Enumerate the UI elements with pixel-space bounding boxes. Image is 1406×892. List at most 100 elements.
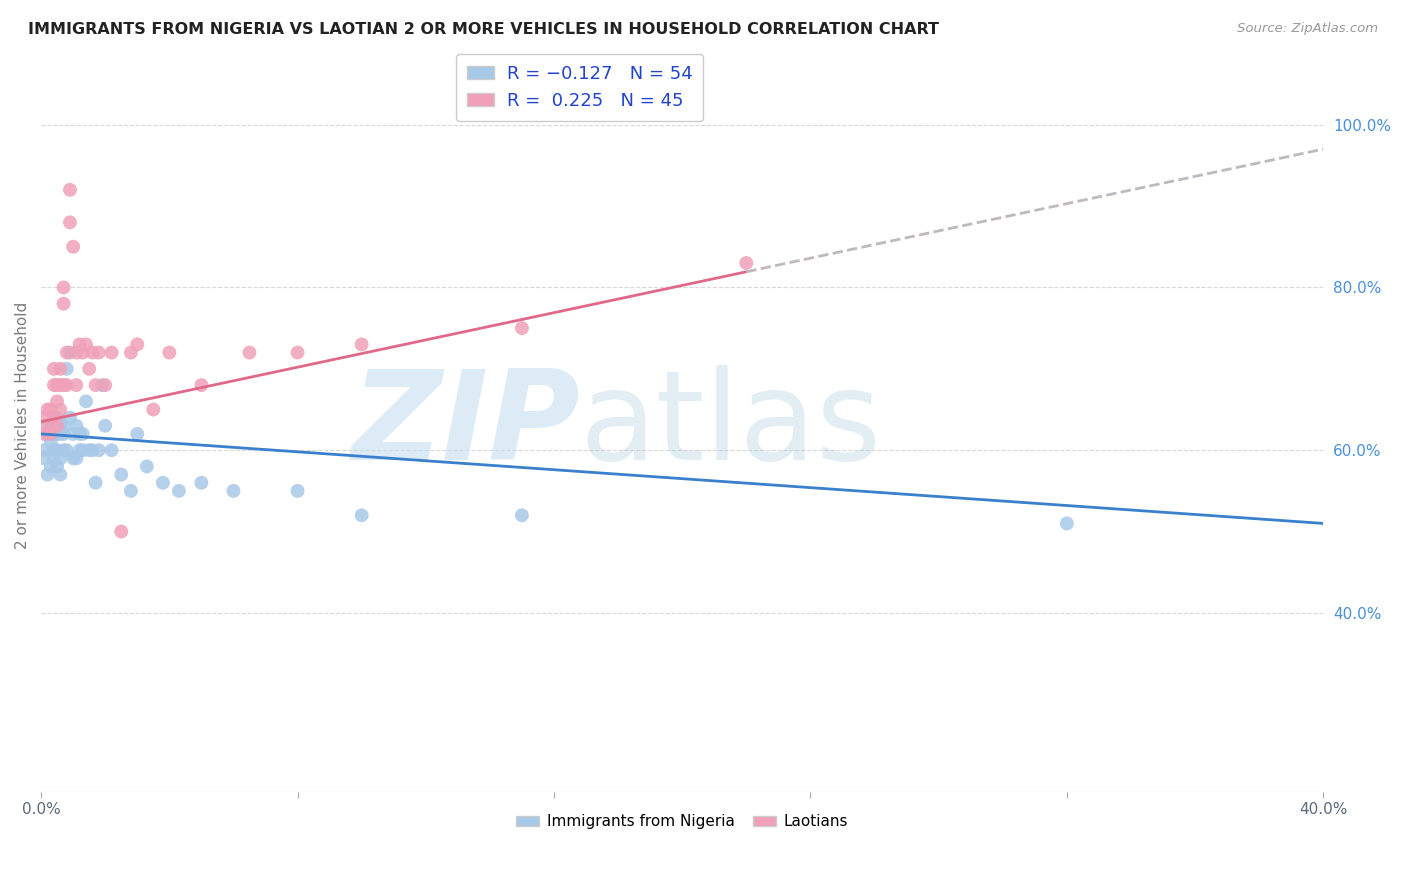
- Point: [59, 410, 82, 425]
- Point: [55, 443, 77, 458]
- Point: [39, 426, 62, 441]
- Point: [82, 443, 104, 458]
- Legend: Immigrants from Nigeria, Laotians: Immigrants from Nigeria, Laotians: [510, 808, 855, 836]
- Point: [238, 345, 260, 359]
- Point: [65, 451, 87, 466]
- Point: [100, 443, 122, 458]
- Point: [75, 337, 97, 351]
- Point: [42, 426, 65, 441]
- Point: [77, 443, 100, 458]
- Point: [34, 426, 56, 441]
- Point: [49, 402, 72, 417]
- Point: [65, 345, 87, 359]
- Text: atlas: atlas: [579, 366, 882, 486]
- Point: [69, 426, 91, 441]
- Point: [49, 361, 72, 376]
- Point: [46, 378, 69, 392]
- Point: [52, 280, 75, 294]
- Point: [287, 345, 309, 359]
- Point: [75, 394, 97, 409]
- Point: [52, 418, 75, 433]
- Point: [42, 361, 65, 376]
- Point: [34, 410, 56, 425]
- Point: [100, 345, 122, 359]
- Point: [110, 524, 132, 539]
- Point: [94, 418, 117, 433]
- Point: [152, 475, 174, 490]
- Point: [42, 378, 65, 392]
- Point: [91, 378, 114, 392]
- Point: [49, 451, 72, 466]
- Point: [190, 378, 212, 392]
- Point: [37, 402, 59, 417]
- Point: [72, 345, 94, 359]
- Point: [59, 215, 82, 229]
- Point: [52, 443, 75, 458]
- Point: [42, 410, 65, 425]
- Point: [46, 410, 69, 425]
- Point: [510, 321, 533, 335]
- Point: [735, 256, 758, 270]
- Point: [37, 467, 59, 482]
- Point: [46, 418, 69, 433]
- Point: [127, 426, 149, 441]
- Point: [135, 459, 157, 474]
- Point: [72, 443, 94, 458]
- Point: [49, 378, 72, 392]
- Point: [52, 378, 75, 392]
- Point: [62, 240, 84, 254]
- Point: [39, 402, 62, 417]
- Point: [55, 345, 77, 359]
- Point: [46, 443, 69, 458]
- Text: ZIP: ZIP: [352, 366, 579, 486]
- Point: [65, 418, 87, 433]
- Point: [350, 337, 373, 351]
- Point: [42, 443, 65, 458]
- Point: [46, 426, 69, 441]
- Point: [49, 418, 72, 433]
- Point: [84, 475, 107, 490]
- Point: [510, 508, 533, 523]
- Point: [350, 508, 373, 523]
- Point: [190, 475, 212, 490]
- Point: [34, 443, 56, 458]
- Point: [37, 418, 59, 433]
- Point: [46, 394, 69, 409]
- Point: [55, 361, 77, 376]
- Point: [42, 418, 65, 433]
- Point: [52, 296, 75, 310]
- Point: [157, 345, 180, 359]
- Point: [87, 345, 110, 359]
- Point: [1056, 516, 1078, 531]
- Point: [72, 426, 94, 441]
- Point: [167, 483, 190, 498]
- Point: [120, 483, 142, 498]
- Point: [65, 378, 87, 392]
- Point: [49, 467, 72, 482]
- Point: [59, 345, 82, 359]
- Point: [77, 361, 100, 376]
- Point: [46, 459, 69, 474]
- Point: [42, 451, 65, 466]
- Point: [87, 443, 110, 458]
- Point: [142, 402, 165, 417]
- Point: [37, 426, 59, 441]
- Point: [110, 467, 132, 482]
- Point: [84, 378, 107, 392]
- Point: [49, 426, 72, 441]
- Point: [52, 426, 75, 441]
- Point: [39, 435, 62, 450]
- Point: [55, 378, 77, 392]
- Point: [69, 337, 91, 351]
- Point: [39, 418, 62, 433]
- Point: [39, 459, 62, 474]
- Point: [94, 378, 117, 392]
- Point: [120, 345, 142, 359]
- Point: [127, 337, 149, 351]
- Point: [62, 426, 84, 441]
- Point: [222, 483, 245, 498]
- Text: IMMIGRANTS FROM NIGERIA VS LAOTIAN 2 OR MORE VEHICLES IN HOUSEHOLD CORRELATION C: IMMIGRANTS FROM NIGERIA VS LAOTIAN 2 OR …: [28, 22, 939, 37]
- Point: [82, 345, 104, 359]
- Text: Source: ZipAtlas.com: Source: ZipAtlas.com: [1237, 22, 1378, 36]
- Point: [287, 483, 309, 498]
